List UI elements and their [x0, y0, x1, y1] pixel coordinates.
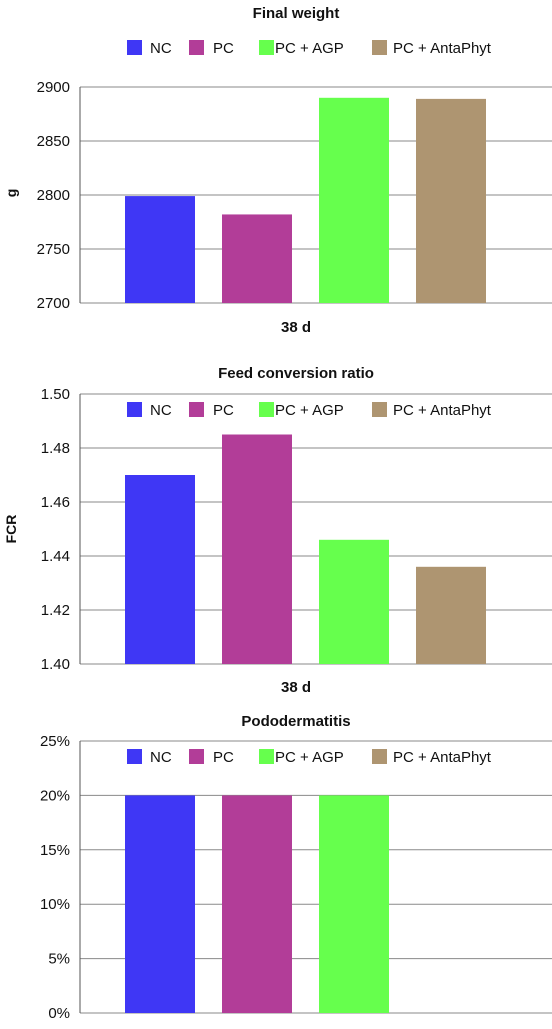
chart-title: Pododermatitis: [241, 713, 350, 730]
legend-label: NC: [150, 749, 172, 766]
legend-label: NC: [150, 402, 172, 419]
y-tick-label: 25%: [40, 733, 70, 750]
x-axis-label: 38 d: [281, 679, 311, 696]
bar-nc: [125, 196, 195, 303]
bar-pc: [222, 434, 292, 664]
legend-label: PC + AGP: [275, 749, 344, 766]
legend-swatch: [127, 402, 142, 417]
bar-pc-agp: [319, 97, 389, 303]
legend-swatch: [372, 40, 387, 55]
bar-pc-agp: [319, 539, 389, 664]
legend-swatch: [127, 749, 142, 764]
y-tick-label: 2750: [37, 241, 70, 258]
legend-swatch: [259, 40, 274, 55]
y-tick-label: 1.50: [41, 386, 70, 403]
y-tick-label: 2800: [37, 187, 70, 204]
bar-pc: [222, 795, 292, 1013]
legend-swatch: [372, 402, 387, 417]
legend-label: PC: [213, 402, 234, 419]
y-tick-label: 5%: [48, 951, 70, 968]
y-tick-label: 0%: [48, 1005, 70, 1022]
y-tick-label: 1.48: [41, 440, 70, 457]
legend-swatch: [189, 749, 204, 764]
legend-swatch: [189, 40, 204, 55]
legend-label: PC + AntaPhyt: [393, 40, 492, 57]
bar-nc: [125, 795, 195, 1013]
y-tick-label: 20%: [40, 787, 70, 804]
chart-title: Feed conversion ratio: [218, 365, 374, 382]
y-tick-label: 10%: [40, 896, 70, 913]
bar-pc-antaphyt: [416, 566, 486, 664]
y-tick-label: 15%: [40, 842, 70, 859]
bar-pc-agp: [319, 795, 389, 1013]
y-tick-label: 1.42: [41, 602, 70, 619]
legend-label: PC: [213, 749, 234, 766]
chart-title: Final weight: [253, 5, 340, 22]
legend-label: NC: [150, 40, 172, 57]
legend-swatch: [372, 749, 387, 764]
legend-swatch: [259, 402, 274, 417]
y-tick-label: 2900: [37, 79, 70, 96]
bar-pc: [222, 214, 292, 303]
legend-label: PC + AGP: [275, 402, 344, 419]
y-tick-label: 2850: [37, 133, 70, 150]
legend-swatch: [259, 749, 274, 764]
y-tick-label: 1.46: [41, 494, 70, 511]
y-tick-label: 1.40: [41, 656, 70, 673]
legend-swatch: [127, 40, 142, 55]
legend-label: PC + AntaPhyt: [393, 402, 492, 419]
legend-label: PC + AntaPhyt: [393, 749, 492, 766]
bar-pc-antaphyt: [416, 98, 486, 303]
y-tick-label: 1.44: [41, 548, 70, 565]
legend-label: PC: [213, 40, 234, 57]
y-axis-label: FCR: [3, 515, 19, 544]
x-axis-label: 38 d: [281, 319, 311, 336]
legend-swatch: [189, 402, 204, 417]
bar-nc: [125, 475, 195, 664]
legend-label: PC + AGP: [275, 40, 344, 57]
y-tick-label: 2700: [37, 295, 70, 312]
y-axis-label: g: [3, 189, 19, 198]
